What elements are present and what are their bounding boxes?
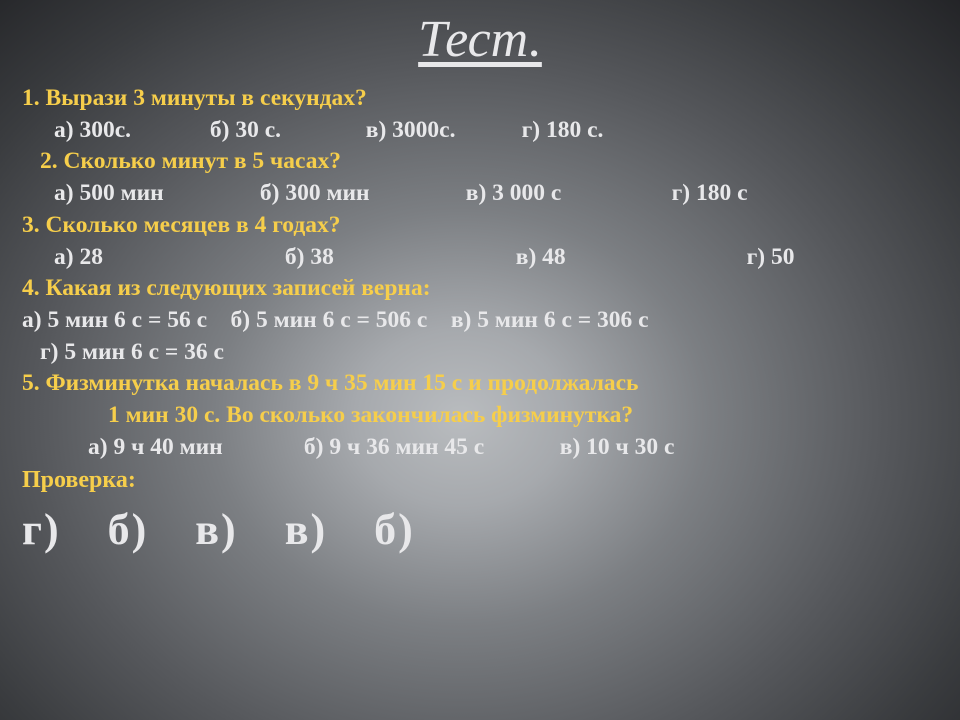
q5-opt-v: в) 10 ч 30 с	[560, 432, 770, 464]
q3-opt-b: б) 38	[285, 242, 510, 274]
answer-3: в)	[195, 505, 237, 554]
q1-options: а) 300с. б) 30 с. в) 3000с. г) 180 с.	[18, 115, 942, 147]
q2-opt-g: г) 180 с	[672, 178, 872, 210]
q4-opt-a: а) 5 мин 6 с = 56 с	[22, 307, 207, 333]
q3-options: а) 28 б) 38 в) 48 г) 50	[18, 242, 942, 274]
test-content: 1. Вырази 3 минуты в секундах? а) 300с. …	[18, 83, 942, 559]
answer-4: в)	[285, 505, 327, 554]
q4-opt-b: б) 5 мин 6 с = 506 с	[231, 307, 428, 333]
q1-opt-v: в) 3000с.	[366, 115, 516, 147]
answer-2: б)	[108, 505, 149, 554]
q4-opt-g: г) 5 мин 6 с = 36 с	[40, 339, 224, 365]
q5-line1: 5. Физминутка началась в 9 ч 35 мин 15 с…	[18, 368, 942, 400]
answer-1: г)	[22, 505, 61, 554]
q4-options-line2: г) 5 мин 6 с = 36 с	[18, 337, 942, 369]
q2-opt-v: в) 3 000 с	[466, 178, 666, 210]
answer-5: б)	[374, 505, 415, 554]
q2-opt-b: б) 300 мин	[260, 178, 460, 210]
q2-text: 2. Сколько минут в 5 часах?	[18, 146, 942, 178]
q3-opt-g: г) 50	[747, 242, 960, 274]
q2-options: а) 500 мин б) 300 мин в) 3 000 с г) 180 …	[18, 178, 942, 210]
q1-text: 1. Вырази 3 минуты в секундах?	[18, 83, 942, 115]
q4-text: 4. Какая из следующих записей верна:	[18, 273, 942, 305]
answers-row: г) б) в) в) б)	[18, 500, 942, 559]
q2-opt-a: а) 500 мин	[54, 178, 254, 210]
q5-options: а) 9 ч 40 мин б) 9 ч 36 мин 45 с в) 10 ч…	[18, 432, 942, 464]
q1-opt-g: г) 180 с.	[522, 115, 672, 147]
q5-line2: 1 мин 30 с. Во сколько закончилась физми…	[18, 400, 942, 432]
q5-opt-b: б) 9 ч 36 мин 45 с	[304, 432, 554, 464]
q4-opt-v: в) 5 мин 6 с = 306 с	[451, 307, 649, 333]
check-label: Проверка:	[18, 464, 942, 496]
q3-text: 3. Сколько месяцев в 4 годах?	[18, 210, 942, 242]
q1-opt-b: б) 30 с.	[210, 115, 360, 147]
q3-opt-a: а) 28	[54, 242, 279, 274]
q3-opt-v: в) 48	[516, 242, 741, 274]
q1-opt-a: а) 300с.	[54, 115, 204, 147]
page-title: Тест.	[18, 10, 942, 69]
q5-opt-a: а) 9 ч 40 мин	[88, 432, 298, 464]
q4-options-line1: а) 5 мин 6 с = 56 с б) 5 мин 6 с = 506 с…	[18, 305, 942, 337]
